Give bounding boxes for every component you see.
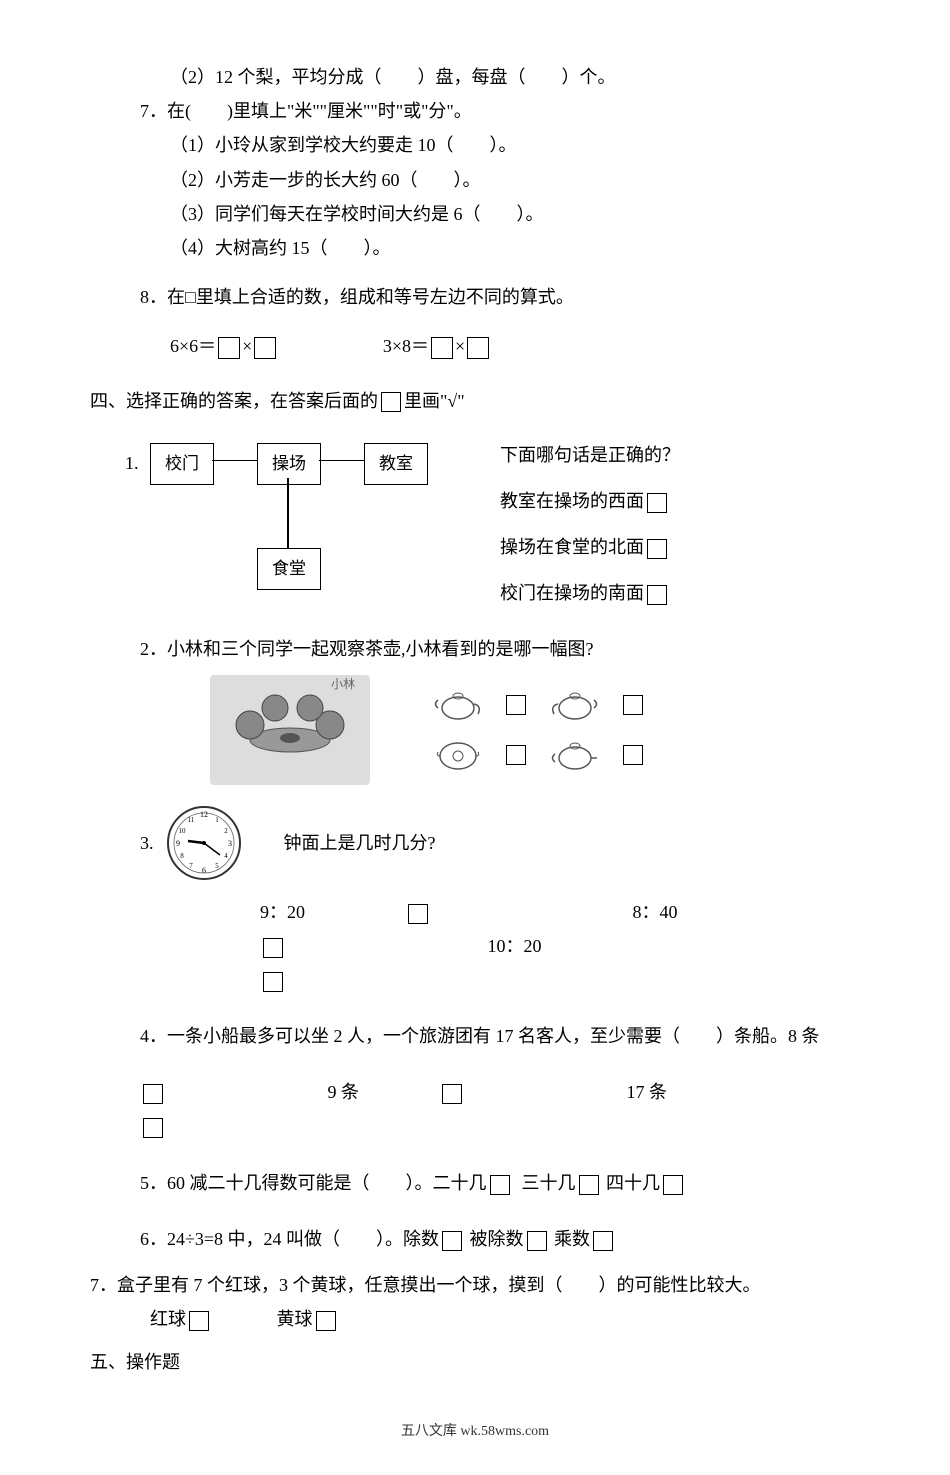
answer-box[interactable]: [647, 539, 667, 559]
teapot-view-2: [547, 686, 602, 724]
answer-box[interactable]: [623, 695, 643, 715]
q41-opt3: 校门在操场的南面: [500, 583, 644, 603]
answer-box[interactable]: [143, 1084, 163, 1104]
q4-3: 3. 12 3 6 9 1 2 4 5 7 8 10 11 钟面上是几时几分?: [140, 803, 860, 883]
teapot-view-4: [547, 736, 602, 774]
q43-options: 9：20 8：40 10：20: [260, 895, 860, 998]
edge: [212, 460, 257, 462]
q4-1: 1. 校门 操场 教室 食堂 下面哪句话是正确的？ 教室在操场的西面 操场在食堂…: [90, 438, 860, 623]
blank-box[interactable]: [431, 337, 453, 359]
svg-text:3: 3: [228, 839, 232, 848]
answer-box[interactable]: [189, 1311, 209, 1331]
answer-box[interactable]: [263, 938, 283, 958]
q7-1-text: （1）小玲从家到学校大约要走 10（ ）。: [170, 128, 860, 162]
school-diagram: 1. 校门 操场 教室 食堂: [150, 438, 470, 608]
q6-2-text: （2）12 个梨，平均分成（ ）盘，每盘（ ）个。: [170, 60, 860, 94]
blank-box[interactable]: [218, 337, 240, 359]
svg-text:8: 8: [180, 852, 184, 860]
blank-box[interactable]: [467, 337, 489, 359]
q8-stem: 8．在□里填上合适的数，组成和等号左边不同的算式。: [140, 280, 860, 314]
blank-box[interactable]: [254, 337, 276, 359]
q41-opt2: 操场在食堂的北面: [500, 537, 644, 557]
q41-question: 下面哪句话是正确的？: [500, 438, 680, 472]
q4-4-options: 9 条 17 条: [140, 1075, 860, 1143]
svg-text:2: 2: [224, 827, 228, 835]
q8-equations: 6×6＝× 3×8＝×: [170, 329, 860, 363]
answer-box[interactable]: [442, 1084, 462, 1104]
answer-box[interactable]: [316, 1311, 336, 1331]
q7-stem: 7．在( )里填上"米""厘米""时"或"分"。: [140, 94, 860, 128]
svg-text:9: 9: [176, 839, 180, 848]
answer-box[interactable]: [506, 695, 526, 715]
node-classroom: 教室: [364, 443, 428, 485]
node-playground: 操场: [257, 443, 321, 485]
answer-box[interactable]: [593, 1231, 613, 1251]
q7-3-text: （3）同学们每天在学校时间大约是 6（ ）。: [170, 197, 860, 231]
svg-text:5: 5: [215, 862, 219, 870]
q43-opt2: 8：40: [633, 902, 678, 922]
q43-number: 3.: [140, 826, 154, 860]
q43-stem: 钟面上是几时几分?: [284, 826, 436, 860]
svg-text:6: 6: [202, 866, 206, 875]
teapot-options: [430, 686, 646, 774]
edge: [287, 478, 289, 548]
svg-text:10: 10: [178, 827, 186, 835]
answer-box[interactable]: [527, 1231, 547, 1251]
q8-eq1-lhs: 6×6＝: [170, 336, 216, 356]
svg-text:12: 12: [200, 810, 208, 819]
footer-text: 五八文库 wk.58wms.com: [90, 1419, 860, 1446]
q7-2-text: （2）小芳走一步的长大约 60（ ）。: [170, 163, 860, 197]
q43-opt3: 10：20: [488, 936, 542, 956]
q4-6: 6．24÷3=8 中，24 叫做（ ）。除数 被除数 乘数: [140, 1222, 860, 1256]
q4-2-images: 小林: [210, 675, 860, 785]
answer-box[interactable]: [442, 1231, 462, 1251]
q4-4-stem: 4．一条小船最多可以坐 2 人，一个旅游团有 17 名客人，至少需要（ ）条船。…: [140, 1019, 860, 1053]
answer-box[interactable]: [263, 972, 283, 992]
q41-opt1: 教室在操场的西面: [500, 491, 644, 511]
q4-5: 5．60 减二十几得数可能是（ ）。二十几 三十几 四十几: [140, 1166, 860, 1200]
q41-options: 下面哪句话是正确的？ 教室在操场的西面 操场在食堂的北面 校门在操场的南面: [500, 438, 680, 623]
answer-box[interactable]: [490, 1175, 510, 1195]
q4-7-options: 红球 黄球: [150, 1302, 860, 1336]
answer-box[interactable]: [647, 585, 667, 605]
xiaolin-label: 小林: [331, 673, 355, 696]
q8-eq2-lhs: 3×8＝: [383, 336, 429, 356]
svg-text:7: 7: [189, 862, 193, 870]
answer-box[interactable]: [408, 904, 428, 924]
clock-image: 12 3 6 9 1 2 4 5 7 8 10 11: [164, 803, 244, 883]
teapot-view-3: [430, 736, 485, 774]
answer-box[interactable]: [506, 745, 526, 765]
answer-box[interactable]: [663, 1175, 683, 1195]
q41-number: 1.: [125, 446, 139, 480]
q43-opt1: 9：20: [260, 902, 305, 922]
q44-opt3: 17 条: [627, 1082, 668, 1102]
answer-box[interactable]: [579, 1175, 599, 1195]
node-gate: 校门: [150, 443, 214, 485]
answer-box[interactable]: [647, 493, 667, 513]
svg-text:1: 1: [215, 816, 219, 824]
q4-7-stem: 7．盒子里有 7 个红球，3 个黄球，任意摸出一个球，摸到（ ）的可能性比较大。: [90, 1268, 860, 1302]
children-image: 小林: [210, 675, 370, 785]
q44-opt2: 9 条: [328, 1082, 360, 1102]
edge: [319, 460, 364, 462]
q7-4-text: （4）大树高约 15（ ）。: [170, 231, 860, 265]
svg-text:4: 4: [224, 852, 228, 860]
section5-title: 五、操作题: [90, 1345, 860, 1379]
section4-title: 四、选择正确的答案，在答案后面的里画"√": [90, 384, 860, 418]
answer-box-icon: [381, 392, 401, 412]
node-canteen: 食堂: [257, 548, 321, 590]
answer-box[interactable]: [623, 745, 643, 765]
teapot-view-1: [430, 686, 485, 724]
svg-text:11: 11: [187, 816, 194, 824]
answer-box[interactable]: [143, 1118, 163, 1138]
q4-2-stem: 2．小林和三个同学一起观察茶壶,小林看到的是哪一幅图?: [140, 632, 860, 666]
